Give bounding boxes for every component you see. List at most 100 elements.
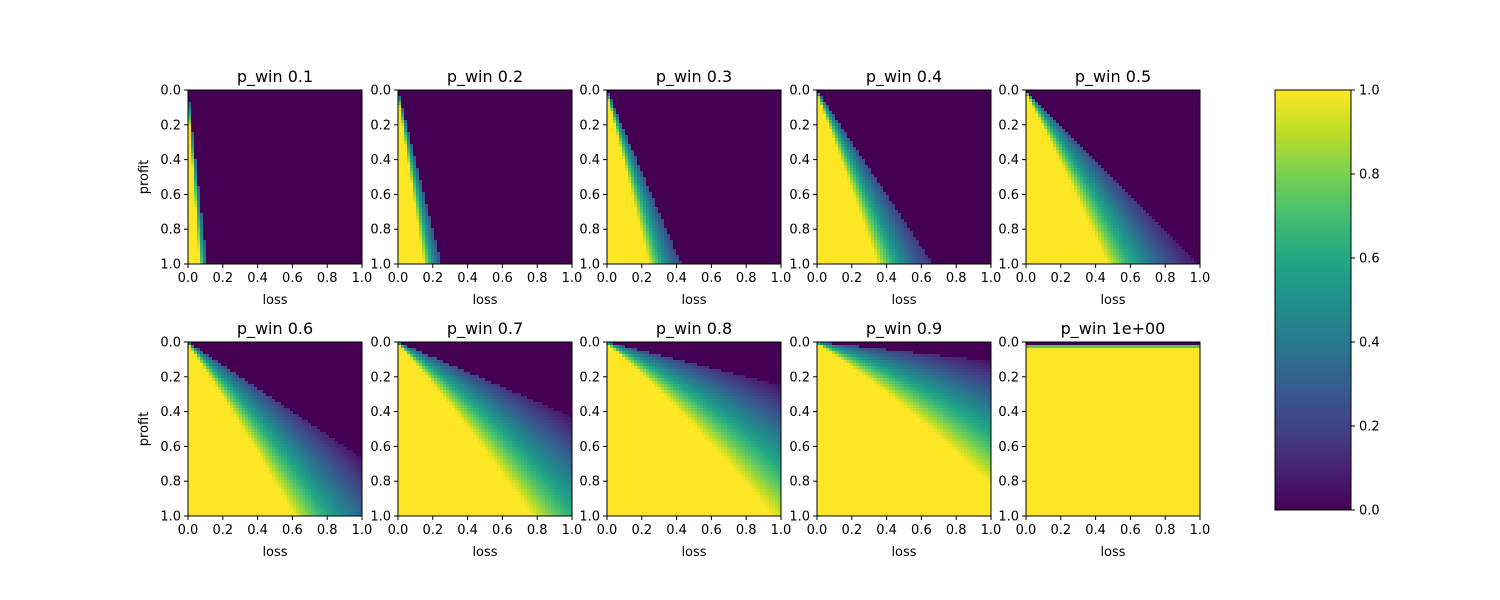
heatmap-cell: [494, 102, 497, 105]
heatmap-cell: [272, 210, 275, 213]
heatmap-cell: [557, 141, 560, 144]
heatmap-cell: [245, 162, 248, 165]
heatmap-cell: [416, 108, 419, 111]
heatmap-cell: [299, 195, 302, 198]
heatmap-cell: [320, 201, 323, 204]
heatmap-cell: [230, 192, 233, 195]
heatmap-cell: [263, 243, 266, 246]
heatmap-cell: [215, 114, 218, 117]
heatmap-cell: [275, 201, 278, 204]
heatmap-cell: [245, 192, 248, 195]
heatmap-cell: [467, 165, 470, 168]
heatmap-cell: [275, 243, 278, 246]
heatmap-cell: [332, 204, 335, 207]
heatmap-cell: [353, 177, 356, 180]
heatmap-cell: [230, 174, 233, 177]
heatmap-cell: [203, 108, 206, 111]
heatmap-cell: [536, 159, 539, 162]
heatmap-cell: [248, 204, 251, 207]
heatmap-cell: [446, 96, 449, 99]
heatmap-cell: [236, 180, 239, 183]
heatmap-cell: [227, 186, 230, 189]
heatmap-cell: [305, 201, 308, 204]
heatmap-cell: [350, 234, 353, 237]
heatmap-cell: [296, 183, 299, 186]
heatmap-cell: [212, 204, 215, 207]
heatmap-cell: [245, 141, 248, 144]
heatmap-cell: [308, 195, 311, 198]
heatmap-cell: [539, 159, 542, 162]
heatmap-cell: [203, 126, 206, 129]
heatmap-cell: [434, 105, 437, 108]
heatmap-cell: [197, 96, 200, 99]
heatmap-cell: [200, 258, 203, 261]
heatmap-cell: [251, 144, 254, 147]
heatmap-cell: [254, 114, 257, 117]
heatmap-cell: [197, 150, 200, 153]
heatmap-cell: [323, 129, 326, 132]
heatmap-cell: [188, 186, 191, 189]
heatmap-cell: [440, 93, 443, 96]
heatmap-cell: [305, 93, 308, 96]
heatmap-cell: [188, 234, 191, 237]
heatmap-cell: [215, 228, 218, 231]
heatmap-cell: [521, 141, 524, 144]
heatmap-cell: [215, 213, 218, 216]
heatmap-cell: [209, 216, 212, 219]
heatmap-cell: [251, 162, 254, 165]
heatmap-cell: [335, 108, 338, 111]
heatmap-cell: [218, 174, 221, 177]
heatmap-cell: [338, 108, 341, 111]
heatmap-cell: [278, 153, 281, 156]
heatmap-cell: [476, 111, 479, 114]
heatmap-cell: [311, 108, 314, 111]
heatmap-cell: [197, 102, 200, 105]
heatmap-cell: [338, 255, 341, 258]
heatmap-cell: [512, 150, 515, 153]
heatmap-cell: [479, 117, 482, 120]
heatmap-cell: [461, 93, 464, 96]
heatmap-cell: [212, 99, 215, 102]
heatmap-cell: [197, 120, 200, 123]
heatmap-cell: [293, 150, 296, 153]
heatmap-cell: [326, 198, 329, 201]
heatmap-cell: [341, 141, 344, 144]
heatmap-cell: [350, 177, 353, 180]
heatmap-cell: [356, 132, 359, 135]
heatmap-cell: [254, 162, 257, 165]
heatmap-cell: [227, 243, 230, 246]
heatmap-cell: [413, 144, 416, 147]
heatmap-cell: [335, 183, 338, 186]
heatmap-cell: [230, 249, 233, 252]
heatmap-cell: [431, 126, 434, 129]
heatmap-cell: [443, 126, 446, 129]
heatmap-cell: [347, 111, 350, 114]
heatmap-cell: [461, 108, 464, 111]
heatmap-cell: [347, 96, 350, 99]
heatmap-cell: [293, 123, 296, 126]
heatmap-cell: [356, 192, 359, 195]
heatmap-cell: [212, 192, 215, 195]
heatmap-cell: [194, 204, 197, 207]
heatmap-cell: [248, 174, 251, 177]
heatmap-cell: [356, 144, 359, 147]
heatmap-cell: [503, 102, 506, 105]
heatmap-cell: [404, 159, 407, 162]
heatmap-cell: [461, 171, 464, 174]
heatmap-cell: [230, 189, 233, 192]
heatmap-cell: [317, 105, 320, 108]
heatmap-cell: [347, 153, 350, 156]
heatmap-cell: [305, 162, 308, 165]
heatmap-cell: [221, 165, 224, 168]
heatmap-cell: [218, 171, 221, 174]
heatmap-cell: [209, 231, 212, 234]
heatmap-cell: [251, 210, 254, 213]
heatmap-cell: [458, 141, 461, 144]
heatmap-cell: [554, 141, 557, 144]
heatmap-cell: [533, 129, 536, 132]
heatmap-cell: [515, 129, 518, 132]
heatmap-cell: [551, 102, 554, 105]
heatmap-cell: [425, 105, 428, 108]
heatmap-cell: [443, 120, 446, 123]
heatmap-cell: [479, 105, 482, 108]
